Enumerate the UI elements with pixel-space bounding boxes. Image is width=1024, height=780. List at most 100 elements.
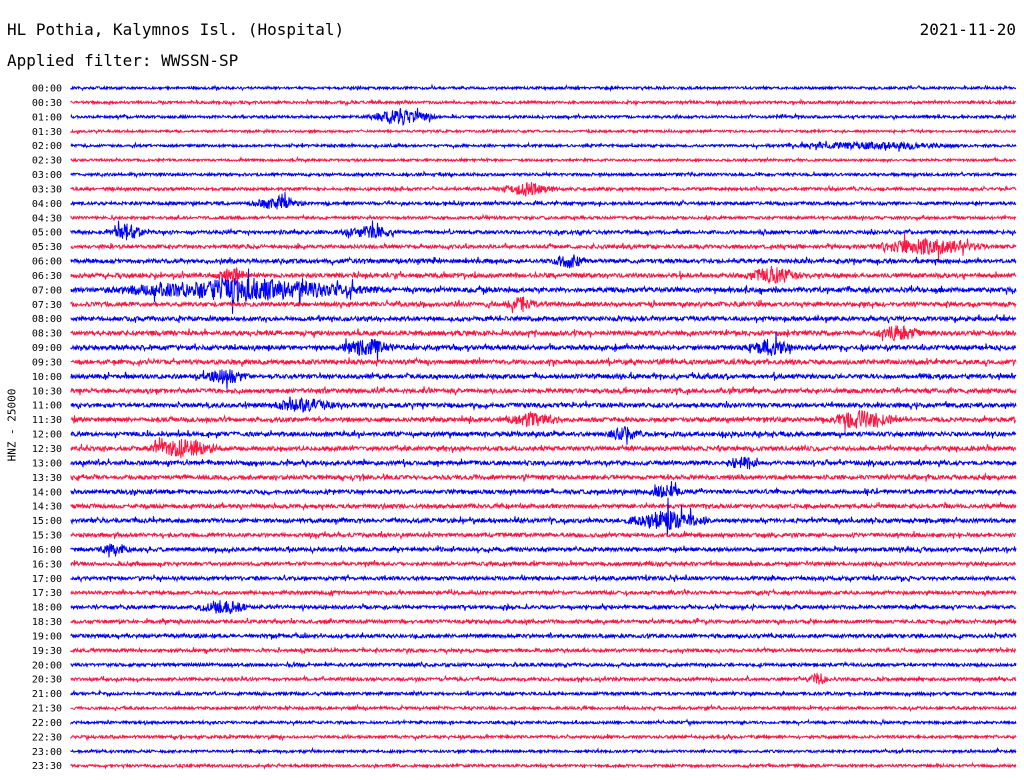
seismic-trace-1000 — [70, 369, 1017, 390]
row-time-label: 19:30 — [32, 646, 62, 657]
seismic-trace-0600 — [70, 254, 1017, 269]
row-time-label: 11:00 — [32, 401, 62, 412]
row-time-label: 20:30 — [32, 675, 62, 686]
seismic-trace-0030 — [70, 98, 1017, 107]
row-time-label: 14:30 — [32, 502, 62, 513]
filter-label: Applied filter: — [7, 51, 152, 70]
row-time-label: 07:30 — [32, 300, 62, 311]
seismic-trace-0900 — [70, 331, 1017, 362]
seismic-trace-0300 — [70, 170, 1017, 179]
row-time-label: 16:30 — [32, 559, 62, 570]
row-time-label: 00:00 — [32, 84, 62, 95]
row-time-label: 06:00 — [32, 257, 62, 268]
row-time-label: 09:30 — [32, 357, 62, 368]
row-time-label: 15:30 — [32, 531, 62, 542]
seismic-trace-2030 — [70, 672, 1017, 685]
seismic-trace-1800 — [70, 600, 1017, 615]
row-time-label: 10:30 — [32, 386, 62, 397]
row-time-label: 03:00 — [32, 170, 62, 181]
seismic-trace-1700 — [70, 573, 1017, 584]
row-time-label: 04:30 — [32, 213, 62, 224]
filter-value: WWSSN-SP — [161, 51, 239, 70]
seismic-trace-0200 — [70, 140, 1017, 152]
seismic-trace-1630 — [70, 559, 1017, 568]
row-time-label: 05:30 — [32, 242, 62, 253]
seismic-trace-2200 — [70, 718, 1017, 728]
seismic-trace-1200 — [70, 426, 1017, 445]
row-time-label: 01:00 — [32, 112, 62, 123]
row-time-label: 11:30 — [32, 415, 62, 426]
seismic-trace-2300 — [70, 746, 1017, 755]
seismic-trace-1730 — [70, 588, 1017, 598]
seismic-trace-2230 — [70, 733, 1017, 742]
seismic-trace-1130 — [70, 409, 1017, 432]
row-time-label: 13:00 — [32, 458, 62, 469]
seismic-trace-1830 — [70, 616, 1017, 627]
seismic-trace-0830 — [70, 324, 1017, 343]
row-time-label: 07:00 — [32, 285, 62, 296]
seismic-trace-1400 — [70, 481, 1017, 498]
seismic-trace-0330 — [70, 181, 1017, 197]
row-time-label: 00:30 — [32, 98, 62, 109]
seismic-trace-0430 — [70, 213, 1017, 223]
plot-date: 2021-11-20 — [919, 20, 1016, 39]
row-time-label: 19:00 — [32, 631, 62, 642]
row-time-label: 01:30 — [32, 127, 62, 138]
row-time-label: 13:30 — [32, 473, 62, 484]
seismic-trace-1230 — [70, 437, 1017, 459]
station-title: HL Pothia, Kalymnos Isl. (Hospital) — [7, 20, 345, 39]
row-time-label: 09:00 — [32, 343, 62, 354]
seismic-trace-2100 — [70, 689, 1017, 697]
row-time-label: 20:00 — [32, 660, 62, 671]
seismic-trace-0500 — [70, 220, 1017, 241]
seismic-trace-1300 — [70, 456, 1017, 470]
seismic-trace-2130 — [70, 703, 1017, 713]
row-time-label: 23:00 — [32, 747, 62, 758]
row-time-label: 23:30 — [32, 761, 62, 772]
seismic-trace-1600 — [70, 543, 1017, 558]
seismic-trace-0930 — [70, 356, 1017, 367]
seismic-trace-1030 — [70, 386, 1017, 396]
row-time-label: 17:00 — [32, 574, 62, 585]
row-time-label: 17:30 — [32, 588, 62, 599]
row-time-label: 08:00 — [32, 314, 62, 325]
row-time-label: 12:00 — [32, 430, 62, 441]
row-time-label: 08:30 — [32, 329, 62, 340]
seismic-trace-0000 — [70, 83, 1017, 92]
row-time-label: 21:00 — [32, 689, 62, 700]
seismic-trace-1330 — [70, 472, 1017, 482]
seismic-trace-0730 — [70, 296, 1017, 314]
seismic-trace-0530 — [70, 233, 1017, 261]
filter-line: Applied filter: WWSSN-SP — [7, 51, 238, 70]
row-time-label: 16:00 — [32, 545, 62, 556]
seismic-trace-0130 — [70, 127, 1017, 136]
row-time-label: 15:00 — [32, 516, 62, 527]
seismic-trace-2000 — [70, 660, 1017, 670]
row-time-label: 18:00 — [32, 603, 62, 614]
row-time-label: 02:00 — [32, 141, 62, 152]
seismic-trace-1500 — [70, 497, 1017, 537]
seismic-trace-0100 — [70, 107, 1017, 126]
row-time-label: 22:00 — [32, 718, 62, 729]
seismic-trace-1100 — [70, 396, 1017, 413]
seismic-trace-1930 — [70, 646, 1017, 656]
row-time-label: 03:30 — [32, 184, 62, 195]
row-time-label: 04:00 — [32, 199, 62, 210]
seismic-trace-1430 — [70, 501, 1017, 512]
row-time-label: 05:00 — [32, 228, 62, 239]
seismic-trace-1900 — [70, 631, 1017, 641]
seismic-trace-1530 — [70, 530, 1017, 541]
row-time-label: 22:30 — [32, 732, 62, 743]
row-time-label: 21:30 — [32, 704, 62, 715]
row-time-label: 02:30 — [32, 156, 62, 167]
seismic-trace-2330 — [70, 761, 1017, 770]
seismic-trace-0700 — [70, 268, 1017, 314]
row-time-label: 06:30 — [32, 271, 62, 282]
seismic-trace-0230 — [70, 156, 1017, 164]
row-time-label: 14:00 — [32, 487, 62, 498]
row-time-label: 18:30 — [32, 617, 62, 628]
seismic-trace-0800 — [70, 313, 1017, 324]
row-time-label: 10:00 — [32, 372, 62, 383]
seismic-trace-0400 — [70, 192, 1017, 210]
